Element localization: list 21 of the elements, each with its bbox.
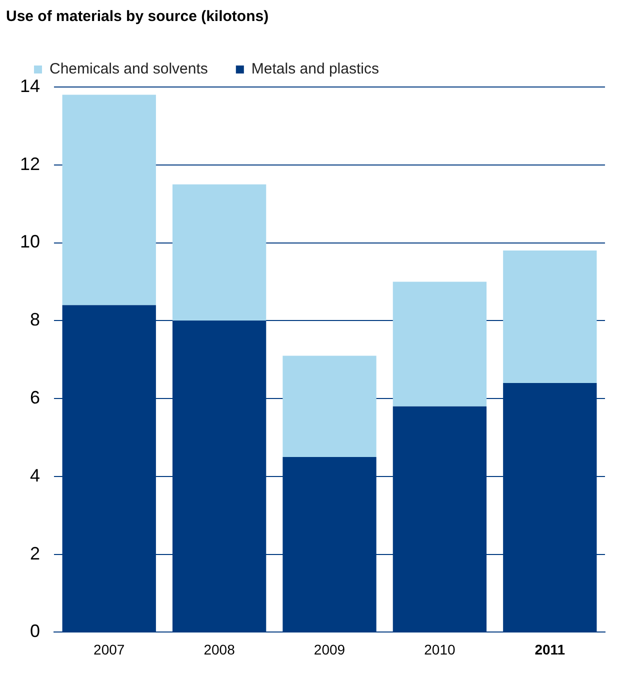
y-tick-label: 12 [20, 154, 40, 174]
legend-label: Metals and plastics [251, 60, 379, 78]
bar [62, 94, 156, 306]
y-tick-label: 0 [30, 621, 40, 642]
y-tick-label: 6 [30, 388, 40, 408]
y-tick-label: 14 [20, 76, 40, 96]
x-tick-label: 2008 [204, 641, 236, 658]
bar [282, 356, 376, 457]
x-tick-label: 2010 [424, 641, 456, 658]
chart-title: Use of materials by source (kilotons) [6, 8, 269, 26]
x-tick-label: 2007 [94, 641, 125, 658]
y-tick-label: 8 [30, 310, 40, 330]
bar [172, 184, 266, 321]
y-tick-label: 2 [30, 543, 40, 564]
x-tick-label: 2009 [314, 641, 346, 658]
x-tick-label: 2011 [534, 641, 566, 658]
bar [392, 282, 487, 406]
y-tick-label: 10 [20, 232, 40, 252]
legend-label: Chemicals and solvents [50, 60, 208, 78]
y-tick-label: 4 [30, 465, 40, 486]
bar [503, 250, 597, 383]
